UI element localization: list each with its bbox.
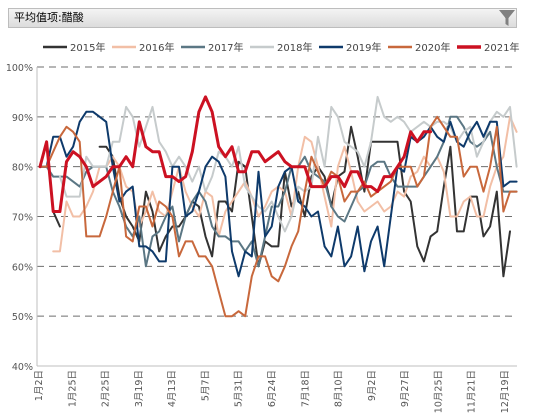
x-tick-label: 9月2日 bbox=[367, 370, 378, 401]
y-tick-label: 40% bbox=[12, 362, 33, 373]
x-tick-label: 9月27日 bbox=[400, 370, 411, 407]
y-tick-label: 100% bbox=[6, 63, 33, 74]
legend-label: 2021年 bbox=[484, 41, 519, 54]
x-tick-label: 7月18日 bbox=[300, 370, 311, 407]
series-line-2017年 bbox=[39, 115, 518, 268]
legend-label: 2016年 bbox=[139, 41, 174, 54]
x-tick-label: 6月24日 bbox=[267, 370, 278, 407]
x-tick-label: 1月25日 bbox=[67, 370, 78, 407]
legend-label: 2017年 bbox=[208, 41, 243, 54]
x-tick-label: 11月21日 bbox=[467, 370, 478, 413]
x-tick-label: 3月19日 bbox=[134, 370, 145, 407]
series-line-2021年 bbox=[38, 95, 433, 213]
y-tick-label: 60% bbox=[12, 262, 33, 273]
filter-label: 平均值项:醋酸 bbox=[14, 11, 84, 24]
series-line-2019年 bbox=[39, 110, 518, 278]
x-tick-label: 12月19日 bbox=[500, 370, 511, 413]
x-tick-label: 5月31日 bbox=[234, 370, 245, 407]
legend-label: 2019年 bbox=[346, 41, 381, 54]
y-tick-label: 50% bbox=[12, 312, 33, 323]
y-tick-label: 90% bbox=[12, 113, 33, 124]
x-tick-label: 2月25日 bbox=[101, 370, 112, 407]
y-tick-label: 70% bbox=[12, 213, 33, 224]
x-tick-label: 10月25日 bbox=[433, 370, 444, 413]
legend-label: 2020年 bbox=[415, 41, 450, 54]
legend-label: 2015年 bbox=[70, 41, 105, 54]
filter-bar[interactable]: 平均值项:醋酸 ▼ bbox=[8, 8, 517, 28]
y-tick-label: 80% bbox=[12, 163, 33, 174]
x-tick-label: 4月13日 bbox=[167, 370, 178, 407]
x-tick-label: 8月10日 bbox=[334, 370, 345, 407]
funnel-icon[interactable] bbox=[497, 8, 517, 28]
x-tick-label: 1月2日 bbox=[34, 370, 45, 401]
x-tick-label: 5月7日 bbox=[200, 370, 211, 401]
legend-label: 2018年 bbox=[277, 41, 312, 54]
